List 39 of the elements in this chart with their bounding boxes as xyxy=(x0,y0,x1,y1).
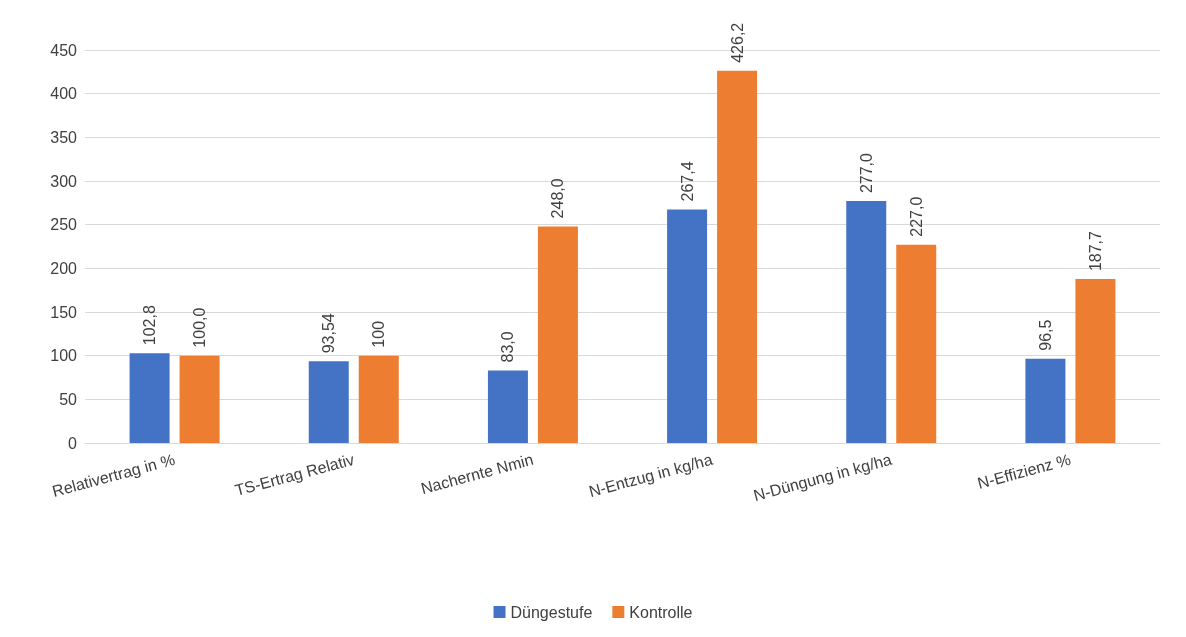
y-tick-label: 100 xyxy=(50,347,78,365)
legend-label: Kontrolle xyxy=(629,603,693,621)
bar xyxy=(1075,279,1116,443)
bar xyxy=(129,353,170,443)
y-tick-label: 0 xyxy=(68,434,78,452)
y-tick-label: 150 xyxy=(50,303,78,321)
data-label: 102,8 xyxy=(141,305,159,346)
data-label: 227,0 xyxy=(907,196,925,237)
bar xyxy=(717,70,758,443)
y-tick-label: 200 xyxy=(50,259,78,277)
data-label: 93,54 xyxy=(320,313,338,354)
y-tick-label: 450 xyxy=(50,41,78,59)
bar xyxy=(358,355,399,443)
data-label: 187,7 xyxy=(1086,230,1104,272)
y-tick-label: 400 xyxy=(50,85,78,103)
y-tick-label: 50 xyxy=(59,390,78,408)
bar xyxy=(896,244,937,443)
legend-label: Düngestufe xyxy=(510,603,593,621)
y-tick-label: 250 xyxy=(50,216,78,234)
bar xyxy=(1025,358,1066,443)
bar xyxy=(487,370,528,443)
x-tick-label: N-Entzug in kg/ha xyxy=(587,450,715,501)
x-tick-label: Nachernte Nmin xyxy=(419,450,536,498)
data-label: 96,5 xyxy=(1036,319,1054,351)
data-label: 100,0 xyxy=(191,307,209,348)
bar xyxy=(846,201,887,443)
y-tick-label: 350 xyxy=(50,128,78,146)
data-label: 426,2 xyxy=(728,22,746,63)
data-label: 267,4 xyxy=(678,161,696,202)
bar xyxy=(667,209,708,443)
x-tick-label: TS-Ertrag Relativ xyxy=(233,450,356,499)
bar xyxy=(308,361,349,443)
data-label: 248,0 xyxy=(549,178,567,219)
data-label: 100 xyxy=(370,320,388,348)
bar xyxy=(537,226,578,443)
data-label: 277,0 xyxy=(857,152,875,194)
bar xyxy=(179,355,220,443)
y-tick-label: 300 xyxy=(50,172,78,190)
data-label: 83,0 xyxy=(499,331,517,363)
